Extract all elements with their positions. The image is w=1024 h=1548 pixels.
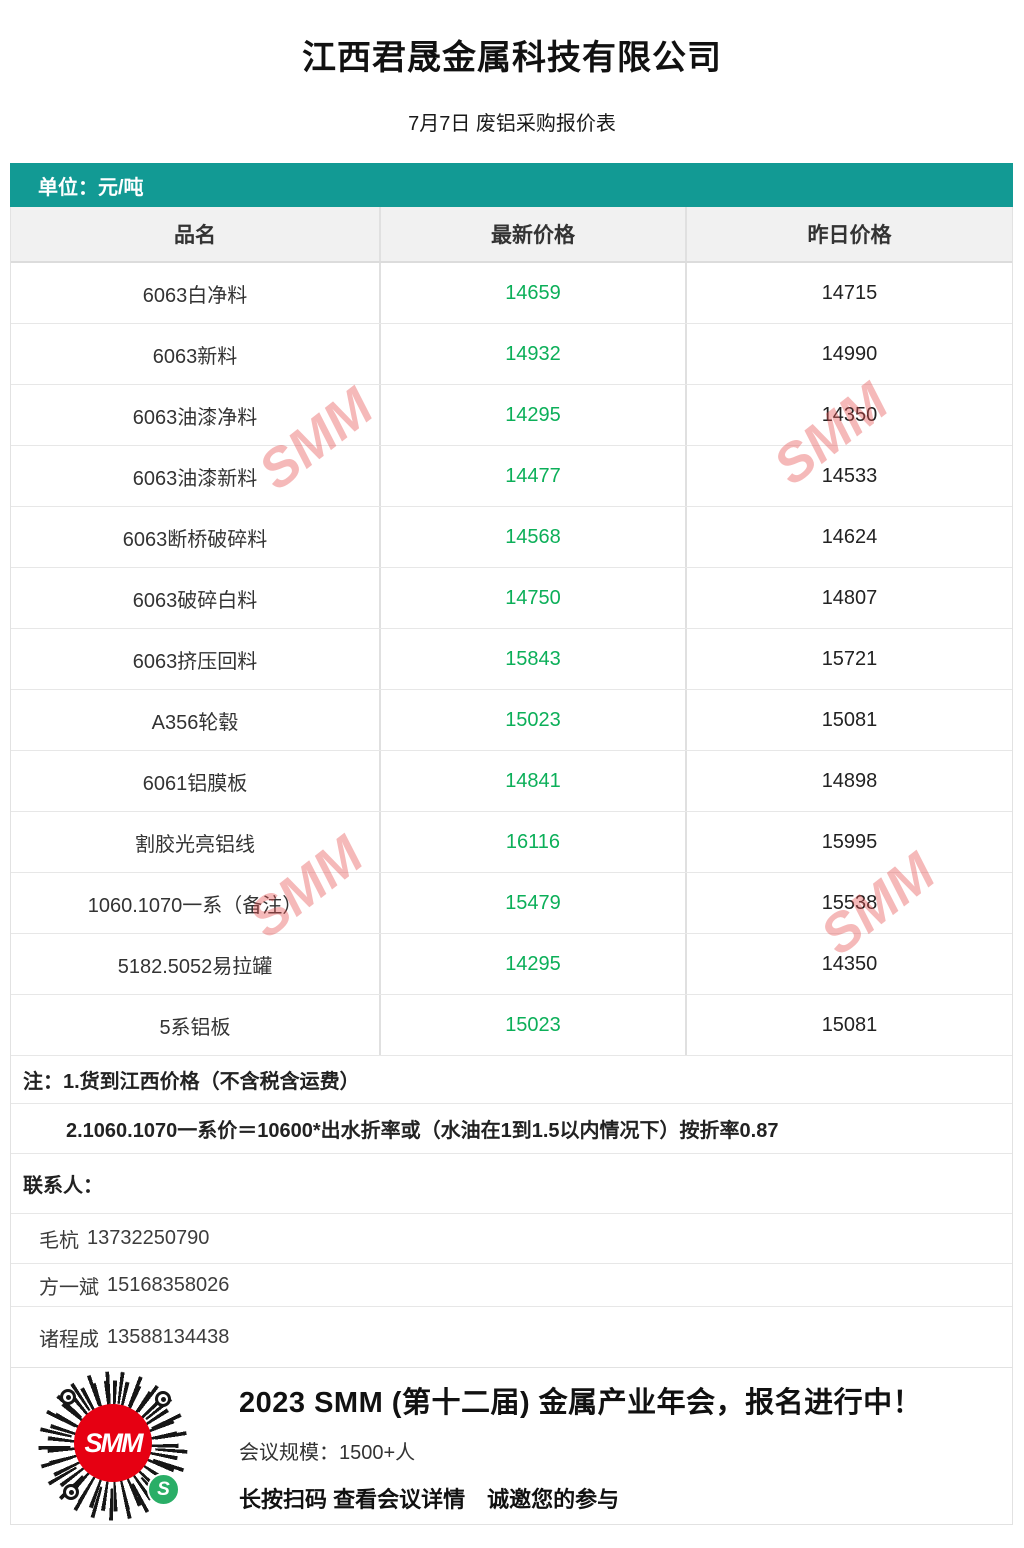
column-header-product: 品名 [174, 224, 216, 247]
column-header-yesterday: 昨日价格 [685, 207, 1012, 261]
latest-price-cell: 14841 [379, 751, 685, 811]
qr-position-marker-icon [63, 1484, 79, 1500]
product-name-cell: 6063新料 [152, 345, 238, 368]
contact-row: 毛杭 13732250790 [11, 1214, 1012, 1264]
qr-position-marker-icon [155, 1391, 171, 1407]
yesterday-price-cell: 15081 [685, 995, 1012, 1055]
table-row: 6063破碎白料 14750 14807 [11, 568, 1012, 629]
note-line-1: 注：1.货到江西价格（不含税含运费） [11, 1056, 1012, 1104]
event-cta: 长按扫码 查看会议详情 诚邀您的参与 [239, 1486, 620, 1512]
latest-price-cell: 14932 [379, 324, 685, 384]
table-row: 6063油漆净料 14295 14350 [11, 385, 1012, 446]
table-row: A356轮毂 15023 15081 [11, 690, 1012, 751]
event-banner: SMM S 2023 SMM (第十二届) 金属产业年会，报名进行中！ 会议规模… [10, 1362, 1013, 1530]
table-row: 6063挤压回料 15843 15721 [11, 629, 1012, 690]
table-row: 6063断桥破碎料 14568 14624 [11, 507, 1012, 568]
report-subtitle: 7月7日 废铝采购报价表 [408, 113, 616, 135]
yesterday-price-cell: 15995 [685, 812, 1012, 872]
product-name-cell: 6063油漆净料 [132, 406, 258, 429]
yesterday-price-cell: 14350 [685, 385, 1012, 445]
latest-price-cell: 14659 [379, 263, 685, 323]
latest-price-cell: 14295 [379, 385, 685, 445]
latest-price-cell: 14295 [379, 934, 685, 994]
yesterday-price-cell: 15538 [685, 873, 1012, 933]
event-scale: 会议规模：1500+人 [239, 1441, 416, 1464]
product-name-cell: 6063破碎白料 [132, 589, 258, 612]
product-name-cell: 1060.1070一系（备注） [87, 894, 303, 917]
product-name-cell: 6063白净料 [142, 284, 248, 307]
wechat-miniprogram-qr-code[interactable]: SMM S [29, 1362, 197, 1530]
price-table: 单位：元/吨 品名 最新价格 昨日价格 6063白净料 14659 14715 … [10, 163, 1013, 1368]
latest-price-cell: 16116 [379, 812, 685, 872]
unit-bar: 单位：元/吨 [10, 163, 1013, 207]
table-row: 割胶光亮铝线 16116 15995 [11, 812, 1012, 873]
latest-price-cell: 15843 [379, 629, 685, 689]
contact-phone: 15168358026 [107, 1273, 230, 1296]
latest-price-cell: 15023 [379, 995, 685, 1055]
smm-logo: SMM [74, 1404, 152, 1482]
event-headline: 2023 SMM (第十二届) 金属产业年会，报名进行中！ [239, 1386, 923, 1419]
contact-name: 方一斌 [39, 1276, 99, 1299]
product-name-cell: 5182.5052易拉罐 [117, 955, 273, 978]
contact-phone: 13732250790 [87, 1227, 210, 1249]
yesterday-price-cell: 14807 [685, 568, 1012, 628]
event-banner-text: 2023 SMM (第十二届) 金属产业年会，报名进行中！ 会议规模：1500+… [239, 1379, 922, 1514]
table-row: 6061铝膜板 14841 14898 [11, 751, 1012, 812]
contact-name: 毛杭 [39, 1230, 79, 1252]
latest-price-cell: 14477 [379, 446, 685, 506]
latest-price-cell: 14750 [379, 568, 685, 628]
table-row: 5182.5052易拉罐 14295 14350 [11, 934, 1012, 995]
yesterday-price-cell: 15721 [685, 629, 1012, 689]
contact-row: 诸程成 13588134438 [11, 1307, 1012, 1367]
yesterday-price-cell: 14533 [685, 446, 1012, 506]
yesterday-price-cell: 14898 [685, 751, 1012, 811]
table-row: 6063新料 14932 14990 [11, 324, 1012, 385]
wechat-scan-icon: S [147, 1473, 180, 1506]
company-title: 江西君晟金属科技有限公司 [302, 39, 722, 77]
yesterday-price-cell: 14990 [685, 324, 1012, 384]
contacts-header: 联系人： [11, 1154, 1012, 1214]
product-name-cell: 6063断桥破碎料 [122, 528, 268, 551]
column-header-latest: 最新价格 [379, 207, 685, 261]
latest-price-cell: 15479 [379, 873, 685, 933]
table-row: 6063油漆新料 14477 14533 [11, 446, 1012, 507]
latest-price-cell: 15023 [379, 690, 685, 750]
table-row: 6063白净料 14659 14715 [11, 263, 1012, 324]
product-name-cell: 6061铝膜板 [142, 772, 248, 795]
contact-name: 诸程成 [39, 1328, 99, 1351]
table-header-row: 品名 最新价格 昨日价格 [11, 207, 1012, 263]
contact-row: 方一斌 15168358026 [11, 1264, 1012, 1307]
product-name-cell: 6063挤压回料 [132, 650, 258, 673]
latest-price-cell: 14568 [379, 507, 685, 567]
yesterday-price-cell: 14350 [685, 934, 1012, 994]
product-name-cell: A356轮毂 [151, 711, 239, 734]
note-line-2: 2.1060.1070一系价＝10600*出水折率或（水油在1到1.5以内情况下… [11, 1104, 1012, 1154]
product-name-cell: 5系铝板 [159, 1016, 231, 1039]
yesterday-price-cell: 15081 [685, 690, 1012, 750]
qr-position-marker-icon [60, 1389, 76, 1405]
yesterday-price-cell: 14624 [685, 507, 1012, 567]
contact-phone: 13588134438 [107, 1325, 230, 1348]
yesterday-price-cell: 14715 [685, 263, 1012, 323]
table-row: 1060.1070一系（备注） 15479 15538 [11, 873, 1012, 934]
table-row: 5系铝板 15023 15081 [11, 995, 1012, 1056]
product-name-cell: 割胶光亮铝线 [135, 833, 255, 856]
product-name-cell: 6063油漆新料 [132, 467, 258, 490]
